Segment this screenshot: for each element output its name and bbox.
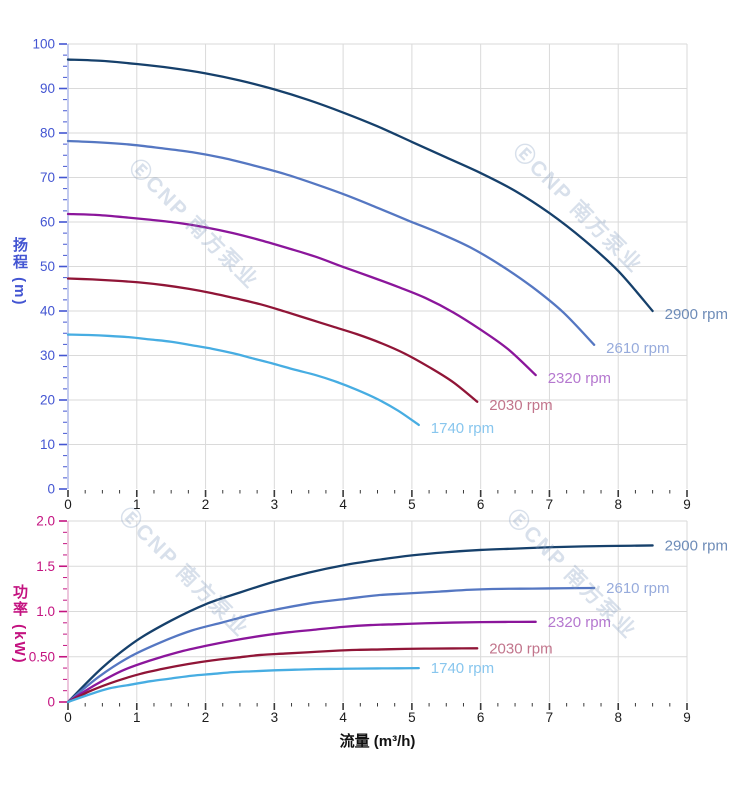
x-tick-label: 2 <box>202 497 210 512</box>
head-axis-title: 扬程 (m) <box>11 237 28 307</box>
x-tick-label: 7 <box>546 497 554 512</box>
y-tick-label: 1.5 <box>36 559 55 574</box>
y-tick-label: 60 <box>40 215 55 230</box>
y-tick-label: 0 <box>47 482 55 497</box>
x-tick-label: 1 <box>133 710 141 725</box>
y-tick-label: 0.50 <box>29 649 55 664</box>
y-tick-label: 10 <box>40 437 55 452</box>
y-tick-label: 80 <box>40 126 55 141</box>
curve-2900-rpm <box>66 58 654 313</box>
curve-2610-rpm <box>66 586 596 704</box>
curve-label-2900-rpm: 2900 rpm <box>665 306 728 323</box>
curve-2030-rpm <box>66 277 479 403</box>
curve-label-1740-rpm: 1740 rpm <box>431 420 494 437</box>
curve-label-2610-rpm: 2610 rpm <box>606 580 669 597</box>
y-tick-label: 70 <box>40 170 55 185</box>
curve-label-1740-rpm: 1740 rpm <box>431 660 494 677</box>
x-tick-label: 6 <box>477 710 485 725</box>
brand-watermark: ⒺCNP 南方泵业 <box>114 503 253 642</box>
curve-label-2320-rpm: 2320 rpm <box>548 614 611 631</box>
curve-1740-rpm <box>66 333 420 427</box>
x-tick-label: 5 <box>408 497 416 512</box>
curve-1740-rpm <box>66 667 420 704</box>
y-tick-label: 100 <box>32 37 55 52</box>
y-tick-label: 20 <box>40 393 55 408</box>
y-tick-label: 0 <box>47 695 55 710</box>
curve-label-2030-rpm: 2030 rpm <box>489 640 552 657</box>
x-tick-label: 2 <box>202 710 210 725</box>
y-tick-label: 1.0 <box>36 604 55 619</box>
x-tick-label: 3 <box>271 710 279 725</box>
x-tick-label: 9 <box>683 710 691 725</box>
flow-axis-title: 流量 (m³/h) <box>339 733 416 750</box>
x-tick-label: 7 <box>546 710 554 725</box>
x-tick-label: 0 <box>64 497 72 512</box>
curve-2320-rpm <box>66 212 537 377</box>
x-tick-label: 3 <box>271 497 279 512</box>
y-tick-label: 2.0 <box>36 514 55 529</box>
curve-2320-rpm <box>66 620 537 704</box>
curve-label-2030-rpm: 2030 rpm <box>489 397 552 414</box>
y-tick-label: 40 <box>40 304 55 319</box>
brand-watermark: ⒺCNP 南方泵业 <box>508 139 647 278</box>
x-tick-label: 1 <box>133 497 141 512</box>
x-tick-label: 4 <box>339 497 347 512</box>
curve-2030-rpm <box>66 647 479 704</box>
y-tick-label: 30 <box>40 348 55 363</box>
y-tick-label: 50 <box>40 259 55 274</box>
curve-label-2320-rpm: 2320 rpm <box>548 370 611 387</box>
x-tick-label: 8 <box>614 710 622 725</box>
x-tick-label: 0 <box>64 710 72 725</box>
brand-watermark: ⒺCNP 南方泵业 <box>124 155 263 294</box>
power-axis-title: 功率 (kW) <box>11 584 28 665</box>
curve-2900-rpm <box>66 544 654 704</box>
curve-label-2610-rpm: 2610 rpm <box>606 340 669 357</box>
curve-label-2900-rpm: 2900 rpm <box>665 537 728 554</box>
x-tick-label: 5 <box>408 710 416 725</box>
x-tick-label: 8 <box>614 497 622 512</box>
x-tick-label: 9 <box>683 497 691 512</box>
x-tick-label: 4 <box>339 710 347 725</box>
x-tick-label: 6 <box>477 497 485 512</box>
curve-2610-rpm <box>66 139 596 346</box>
y-tick-label: 90 <box>40 81 55 96</box>
